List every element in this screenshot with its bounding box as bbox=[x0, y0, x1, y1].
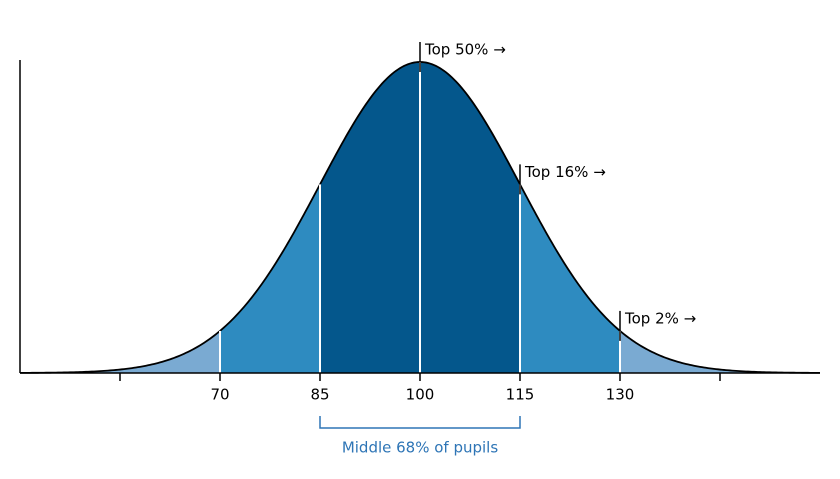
x-tick-label: 70 bbox=[210, 386, 229, 404]
x-tick-label: 115 bbox=[506, 386, 535, 404]
x-tick-label: 85 bbox=[310, 386, 329, 404]
annotation: Top 2% → bbox=[624, 309, 696, 327]
bracket bbox=[420, 416, 521, 429]
annotation: Top 16% → bbox=[524, 163, 606, 181]
band bbox=[320, 62, 420, 373]
band bbox=[620, 330, 820, 373]
annotation: Top 50% → bbox=[424, 41, 506, 59]
bracket-label: Middle 68% of pupils bbox=[342, 439, 499, 457]
band bbox=[20, 330, 220, 373]
x-tick-label: 100 bbox=[406, 386, 435, 404]
x-tick-label: 130 bbox=[606, 386, 635, 404]
bracket bbox=[319, 416, 420, 429]
band bbox=[420, 62, 520, 373]
